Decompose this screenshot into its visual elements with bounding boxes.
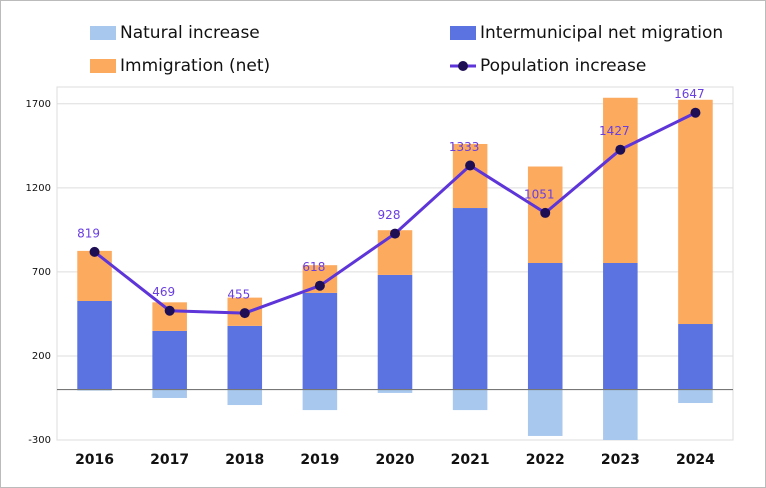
bar-segment xyxy=(77,250,112,301)
bar-segment xyxy=(527,389,563,436)
bar-segment xyxy=(302,292,338,390)
x-tick-label: 2016 xyxy=(75,452,114,468)
bar-segment xyxy=(527,262,563,390)
bar-segment xyxy=(227,389,263,406)
line-marker xyxy=(615,144,626,155)
legend-marker xyxy=(458,61,468,71)
data-label: 455 xyxy=(227,288,250,302)
x-tick-label: 2017 xyxy=(150,452,189,468)
line-marker xyxy=(540,207,551,218)
legend-swatch xyxy=(90,59,116,73)
line-marker xyxy=(164,305,175,316)
legend-swatch xyxy=(90,26,116,40)
bar-segment xyxy=(678,389,713,404)
x-tick-label: 2022 xyxy=(526,452,565,468)
data-label: 469 xyxy=(152,285,175,299)
x-tick-label: 2021 xyxy=(451,452,490,468)
y-tick-label: 1200 xyxy=(26,183,51,194)
y-tick-label: 700 xyxy=(32,267,51,278)
y-tick-label: -300 xyxy=(28,435,51,446)
x-tick-label: 2023 xyxy=(601,452,640,468)
line-marker xyxy=(690,107,701,118)
bar-segment xyxy=(302,389,338,411)
line-marker xyxy=(314,280,325,291)
data-label: 819 xyxy=(77,226,100,240)
data-label: 928 xyxy=(378,208,401,222)
legend-label: Immigration (net) xyxy=(120,56,270,76)
bar-segment xyxy=(227,325,263,390)
line-marker xyxy=(465,160,476,171)
bar-segment xyxy=(603,262,638,390)
data-label: 1647 xyxy=(674,87,705,101)
y-tick-label: 200 xyxy=(32,351,51,362)
legend-label: Natural increase xyxy=(120,23,260,43)
x-tick-label: 2020 xyxy=(376,452,415,468)
x-tick-label: 2019 xyxy=(300,452,339,468)
bar-segment xyxy=(678,324,713,390)
y-tick-label: 1700 xyxy=(26,99,51,110)
legend-label: Population increase xyxy=(480,56,646,76)
bar-segment xyxy=(603,389,638,440)
bar-segment xyxy=(678,99,713,325)
bar-segment xyxy=(603,97,638,263)
line-marker xyxy=(89,246,100,257)
data-label: 618 xyxy=(302,260,325,274)
data-label: 1333 xyxy=(449,140,480,154)
legend-label: Intermunicipal net migration xyxy=(480,23,723,43)
bar-segment xyxy=(152,330,187,390)
x-tick-label: 2024 xyxy=(676,452,715,468)
data-label: 1051 xyxy=(524,187,555,201)
bar-segment xyxy=(452,389,488,411)
line-marker xyxy=(390,228,400,239)
bar-segment xyxy=(377,274,413,390)
legend-swatch xyxy=(450,26,476,40)
bar-segment xyxy=(152,389,187,398)
line-marker xyxy=(239,308,250,319)
bar-segment xyxy=(452,208,488,390)
bar-segment xyxy=(377,389,413,393)
x-tick-label: 2018 xyxy=(225,452,264,468)
data-label: 1427 xyxy=(599,124,630,138)
bar-segment xyxy=(77,300,112,390)
